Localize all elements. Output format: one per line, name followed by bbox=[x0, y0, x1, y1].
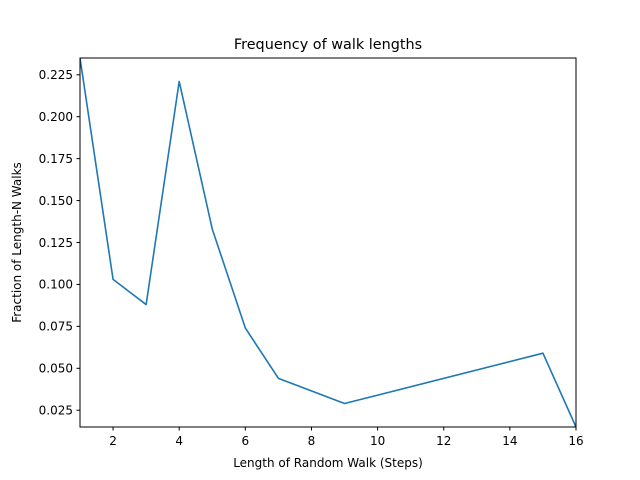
y-tick-label: 0.125 bbox=[39, 236, 73, 250]
x-tick-label: 14 bbox=[502, 434, 517, 448]
chart-title: Frequency of walk lengths bbox=[234, 37, 422, 53]
y-tick-label: 0.200 bbox=[39, 110, 73, 124]
y-tick-label: 0.050 bbox=[39, 362, 73, 376]
y-tick-label: 0.225 bbox=[39, 68, 73, 82]
series-layer bbox=[80, 58, 576, 427]
y-tick-label: 0.075 bbox=[39, 320, 73, 334]
x-axis: 2 4 6 8 10 12 14 16 bbox=[109, 427, 584, 448]
x-tick-label: 12 bbox=[436, 434, 451, 448]
y-axis-label: Fraction of Length-N Walks bbox=[10, 162, 24, 323]
x-axis-label: Length of Random Walk (Steps) bbox=[233, 456, 423, 470]
y-tick-label: 0.150 bbox=[39, 194, 73, 208]
x-tick-label: 6 bbox=[242, 434, 250, 448]
series-line-0 bbox=[80, 58, 576, 427]
y-tick-label: 0.025 bbox=[39, 404, 73, 418]
x-tick-label: 10 bbox=[370, 434, 385, 448]
y-tick-label: 0.100 bbox=[39, 278, 73, 292]
y-axis: 0.025 0.050 0.075 0.100 0.125 0.150 0.175 0.200… bbox=[39, 68, 80, 418]
y-tick-label: 0.175 bbox=[39, 152, 73, 166]
x-tick-label: 16 bbox=[568, 434, 583, 448]
x-tick-label: 8 bbox=[308, 434, 316, 448]
plot-area bbox=[79, 57, 577, 428]
x-tick-label: 2 bbox=[109, 434, 117, 448]
x-tick-label: 4 bbox=[175, 434, 183, 448]
axes-frame bbox=[79, 57, 577, 428]
